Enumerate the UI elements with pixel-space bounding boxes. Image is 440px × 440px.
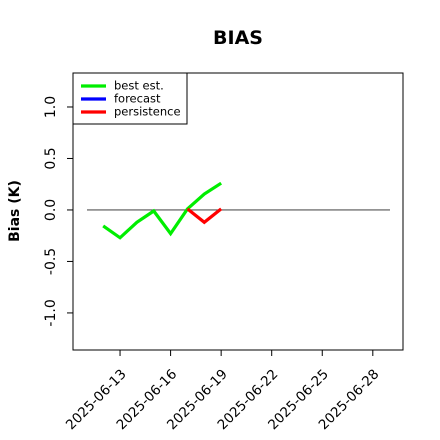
y-tick-label: 0.0 [43,199,59,221]
series-line [186,207,223,225]
series-line [102,181,223,240]
legend-label: forecast [114,92,161,106]
y-tick-label: -1.0 [43,299,59,326]
legend-label: persistence [114,105,181,119]
chart-title: BIAS [213,27,263,49]
y-tick-label: 0.5 [43,147,59,169]
y-tick-label: 1.0 [43,96,59,118]
y-axis-label: Bias (K) [7,180,23,242]
legend-label: best est. [114,79,164,93]
plot-frame [72,72,404,351]
y-tick-label: -0.5 [43,248,59,275]
